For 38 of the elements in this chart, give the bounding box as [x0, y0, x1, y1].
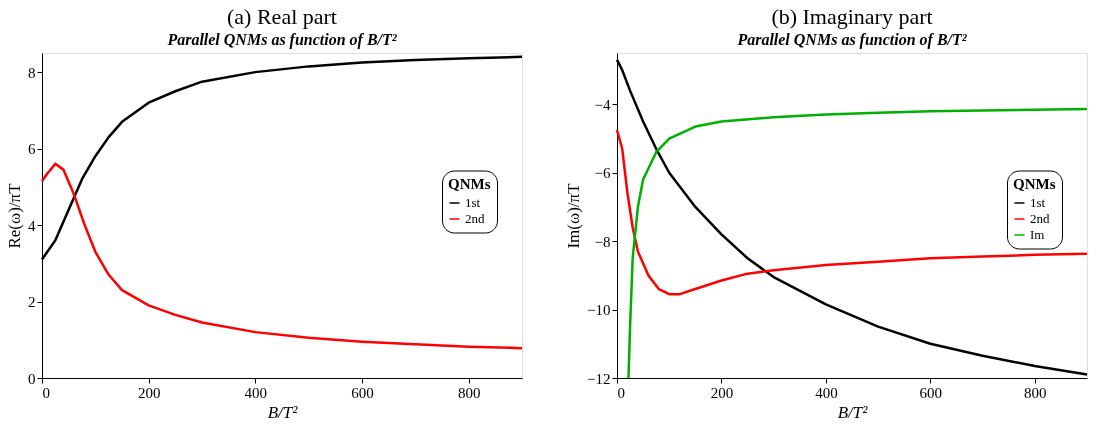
- y-axis-title: Re(ω)/πT: [5, 182, 24, 249]
- x-axis-title: B/T²: [267, 402, 299, 422]
- y-tick-label: −6: [594, 165, 611, 182]
- x-tick-label: 200: [710, 384, 734, 401]
- x-tick-label: 400: [244, 384, 268, 401]
- x-tick-label: 0: [42, 384, 50, 401]
- legend-title: QNMs: [1013, 175, 1056, 192]
- chart-subtitle: Parallel QNMs as function of B/T²: [166, 31, 398, 49]
- chart-title: (a) Real part: [227, 4, 337, 29]
- y-tick-label: 4: [28, 217, 36, 234]
- chart-title: (b) Imaginary part: [771, 4, 933, 29]
- x-tick-label: 0: [617, 384, 625, 401]
- legend-label: 1st: [1030, 195, 1046, 210]
- y-tick-label: −8: [594, 233, 611, 250]
- y-tick-label: −10: [587, 302, 611, 319]
- y-tick-label: 8: [28, 64, 36, 81]
- legend-label: 1st: [465, 195, 481, 210]
- line-series: [615, 128, 1089, 296]
- y-tick-label: 0: [28, 370, 36, 387]
- y-tick-label: −12: [587, 370, 611, 387]
- line-series: [627, 107, 1089, 380]
- x-axis-title: B/T²: [837, 402, 869, 422]
- x-tick-label: 400: [815, 384, 838, 401]
- legend-label: 2nd: [465, 211, 485, 226]
- x-tick-label: 800: [1024, 384, 1047, 401]
- x-tick-label: 800: [457, 384, 481, 401]
- y-tick-label: 2: [28, 294, 36, 311]
- legend-label: 2nd: [1030, 211, 1050, 226]
- x-tick-label: 600: [351, 384, 374, 401]
- legend-title: QNMs: [448, 175, 491, 192]
- legend-label: Im: [1030, 227, 1045, 242]
- y-axis-title: Im(ω)/πT: [564, 182, 584, 249]
- y-tick-label: −4: [594, 96, 611, 113]
- chart-subtitle: Parallel QNMs as function of B/T²: [736, 31, 968, 49]
- x-tick-label: 600: [919, 384, 943, 401]
- line-series: [40, 162, 524, 350]
- x-tick-label: 200: [137, 384, 161, 401]
- y-tick-label: 6: [28, 141, 36, 158]
